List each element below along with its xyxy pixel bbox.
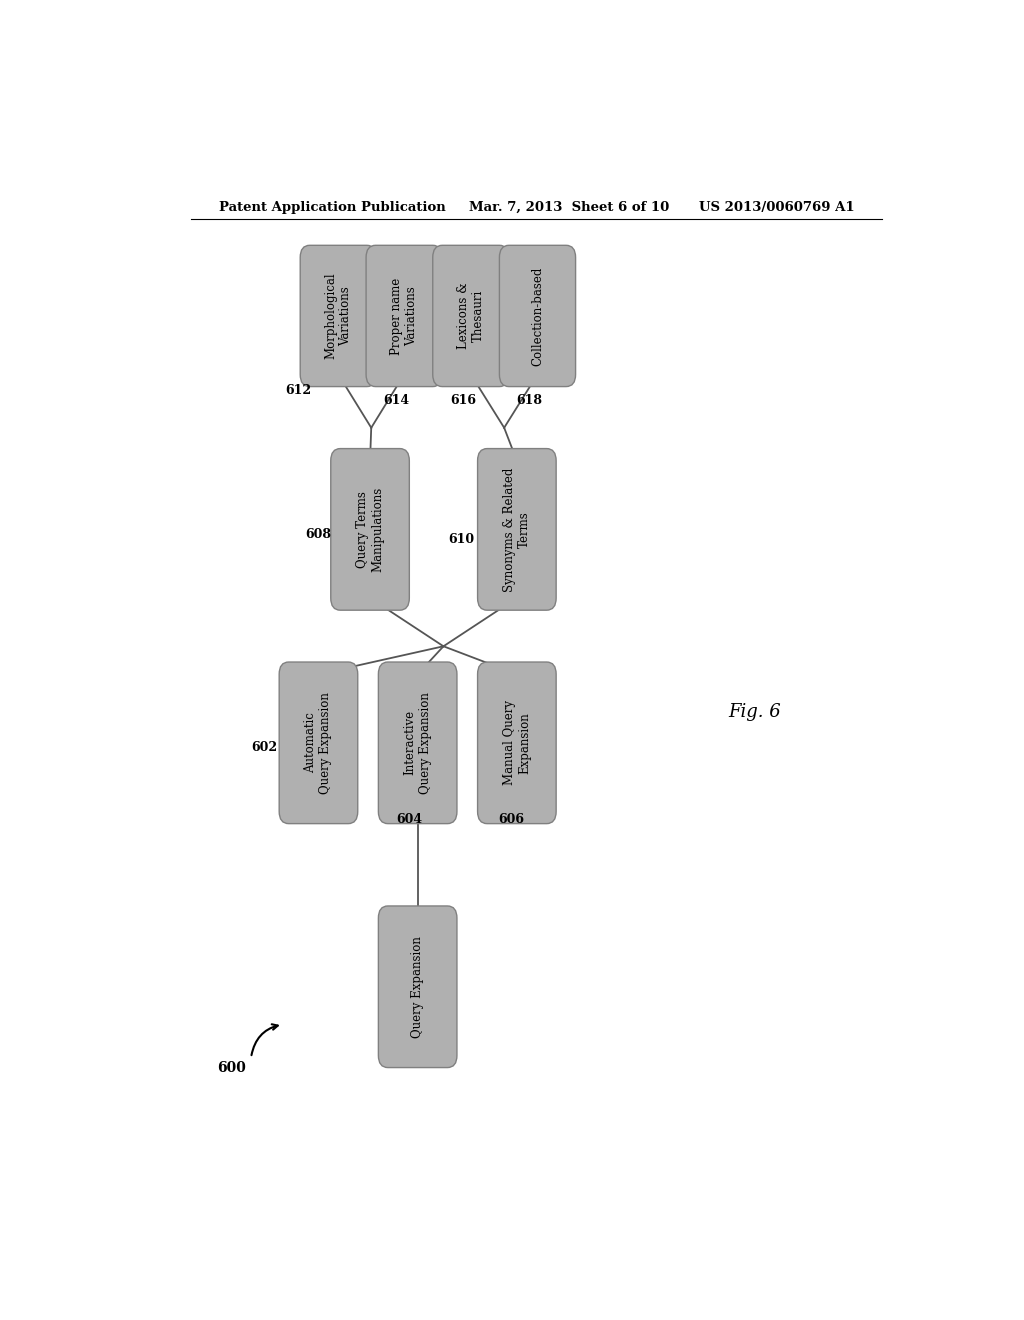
Text: 610: 610 — [449, 533, 474, 546]
Text: 616: 616 — [450, 393, 476, 407]
Text: 614: 614 — [383, 393, 410, 407]
Text: 608: 608 — [305, 528, 332, 541]
Text: 618: 618 — [516, 393, 543, 407]
Text: Synonyms & Related
Terms: Synonyms & Related Terms — [503, 467, 530, 591]
FancyBboxPatch shape — [379, 906, 457, 1068]
Text: Fig. 6: Fig. 6 — [728, 704, 781, 721]
FancyBboxPatch shape — [300, 246, 377, 387]
Text: 606: 606 — [499, 813, 524, 825]
FancyBboxPatch shape — [477, 449, 556, 610]
FancyBboxPatch shape — [367, 246, 442, 387]
FancyBboxPatch shape — [477, 663, 556, 824]
Text: Collection-based: Collection-based — [531, 267, 544, 366]
FancyBboxPatch shape — [331, 449, 410, 610]
Text: Lexicons &
Thesauri: Lexicons & Thesauri — [457, 282, 484, 350]
FancyBboxPatch shape — [379, 663, 457, 824]
Text: 600: 600 — [217, 1061, 246, 1074]
Text: Morphological
Variations: Morphological Variations — [325, 273, 352, 359]
Text: Patent Application Publication: Patent Application Publication — [219, 201, 446, 214]
Text: 602: 602 — [252, 742, 278, 755]
Text: 612: 612 — [286, 384, 311, 396]
FancyBboxPatch shape — [500, 246, 575, 387]
Text: Mar. 7, 2013  Sheet 6 of 10: Mar. 7, 2013 Sheet 6 of 10 — [469, 201, 670, 214]
Text: Manual Query
Expansion: Manual Query Expansion — [503, 701, 530, 785]
Text: 604: 604 — [396, 813, 423, 825]
Text: Query Terms
Manipulations: Query Terms Manipulations — [356, 487, 384, 572]
FancyBboxPatch shape — [280, 663, 357, 824]
Text: Interactive
Query Expansion: Interactive Query Expansion — [403, 692, 432, 793]
Text: Automatic
Query Expansion: Automatic Query Expansion — [304, 692, 333, 793]
Text: US 2013/0060769 A1: US 2013/0060769 A1 — [699, 201, 855, 214]
Text: Query Expansion: Query Expansion — [412, 936, 424, 1038]
FancyBboxPatch shape — [433, 246, 509, 387]
Text: Proper name
Variations: Proper name Variations — [390, 277, 418, 355]
